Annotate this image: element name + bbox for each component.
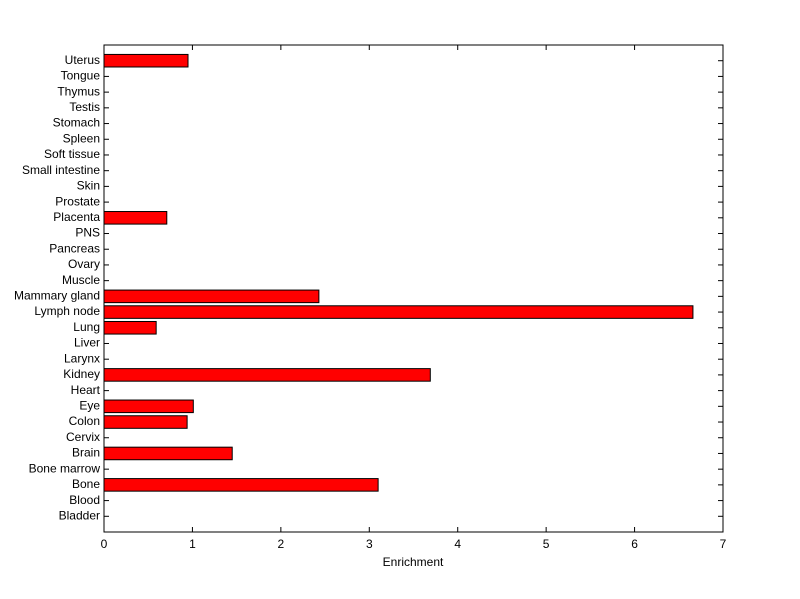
y-tick-label: Spleen	[63, 131, 100, 145]
x-tick-label: 5	[543, 537, 550, 551]
x-axis-label: Enrichment	[383, 555, 444, 569]
x-tick-label: 3	[366, 537, 373, 551]
y-tick-label: Heart	[71, 383, 101, 397]
bar	[103, 478, 379, 492]
y-tick-label: Uterus	[65, 53, 100, 67]
x-tick-label: 1	[189, 537, 196, 551]
y-tick-label: Stomach	[53, 116, 100, 130]
y-tick-label: Cervix	[66, 430, 100, 444]
y-tick-label: Thymus	[57, 84, 100, 98]
bar	[103, 415, 188, 429]
y-tick-label: Larynx	[64, 351, 100, 365]
bar	[103, 211, 168, 225]
y-tick-label: Tongue	[61, 69, 101, 83]
bar	[103, 305, 694, 319]
y-tick-label: Bone marrow	[29, 461, 101, 475]
bar	[103, 320, 157, 335]
y-tick-label: Eye	[79, 398, 100, 412]
y-tick-label: Pancreas	[49, 241, 100, 255]
bar	[103, 446, 233, 461]
bar	[103, 53, 189, 68]
y-tick-label: Brain	[72, 446, 100, 460]
y-tick-label: PNS	[75, 226, 100, 240]
plot-frame	[103, 44, 724, 533]
x-tick-label: 6	[631, 537, 638, 551]
y-tick-label: Kidney	[63, 367, 100, 381]
x-tick-label: 4	[454, 537, 461, 551]
y-tick-label: Testis	[69, 100, 100, 114]
y-tick-label: Soft tissue	[44, 147, 100, 161]
bar	[103, 399, 194, 414]
y-tick-label: Bone	[72, 477, 100, 491]
y-tick-label: Liver	[74, 336, 100, 350]
y-tick-label: Blood	[69, 493, 100, 507]
y-tick-label: Lymph node	[34, 304, 100, 318]
y-tick-label: Placenta	[53, 210, 100, 224]
x-tick-label: 2	[278, 537, 285, 551]
y-tick-label: Small intestine	[22, 163, 100, 177]
bar	[103, 289, 320, 304]
y-tick-label: Muscle	[62, 273, 100, 287]
y-tick-label: Bladder	[59, 508, 100, 522]
y-tick-label: Prostate	[55, 194, 100, 208]
y-tick-label: Colon	[69, 414, 100, 428]
bar	[103, 368, 431, 382]
y-tick-label: Skin	[77, 179, 100, 193]
y-tick-label: Ovary	[68, 257, 100, 271]
y-tick-label: Mammary gland	[14, 289, 100, 303]
x-tick-label: 0	[101, 537, 108, 551]
y-tick-label: Lung	[73, 320, 100, 334]
x-tick-label: 7	[720, 537, 727, 551]
